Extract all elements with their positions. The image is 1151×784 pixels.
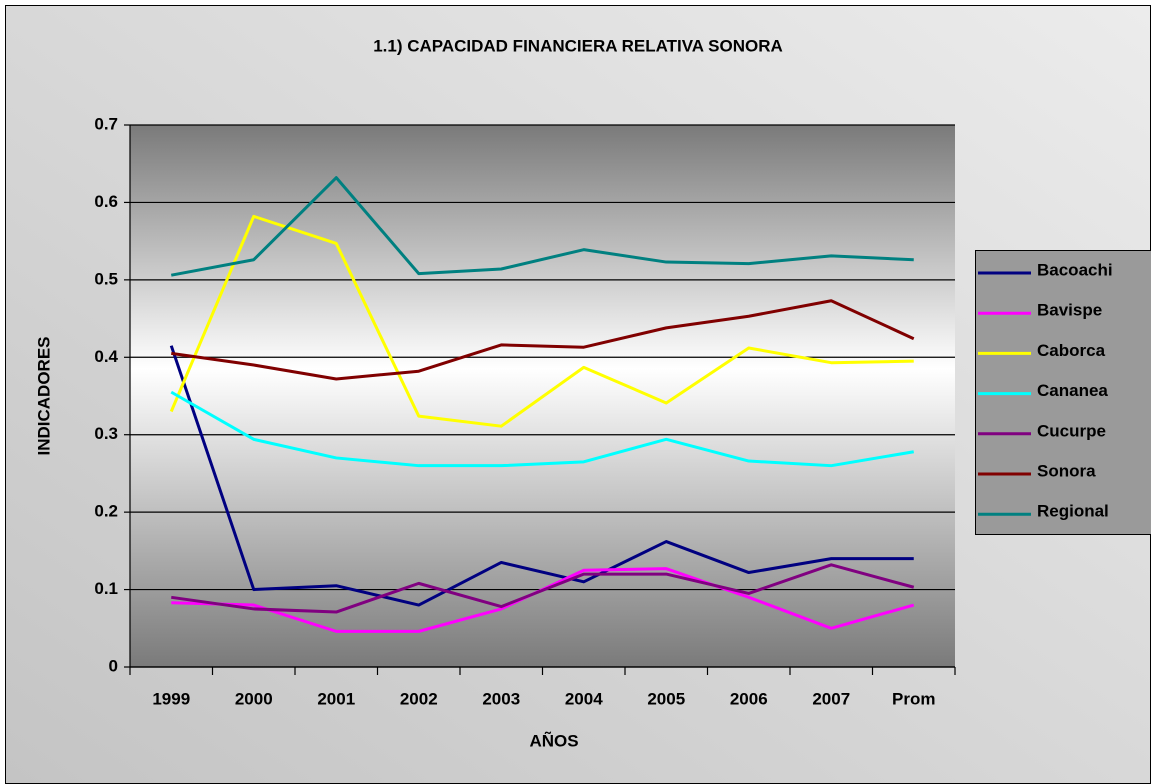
series-line (170, 176, 914, 277)
legend-label: Caborca (1037, 341, 1106, 360)
y-tick-label: 0.3 (94, 424, 118, 443)
series-line (170, 390, 914, 468)
y-axis-title: INDICADORES (34, 336, 53, 455)
chart-title: 1.1) CAPACIDAD FINANCIERA RELATIVA SONOR… (373, 36, 783, 55)
y-tick-label: 0.6 (94, 192, 118, 211)
series-line (171, 563, 915, 614)
y-tick-label: 0 (109, 656, 118, 675)
series-line (169, 214, 914, 428)
legend-label: Cucurpe (1037, 421, 1106, 440)
x-tick-label: 2002 (400, 689, 438, 708)
y-tick-label: 0.5 (94, 269, 118, 288)
y-tick-label: 0.2 (94, 502, 118, 521)
legend-label: Cananea (1037, 381, 1108, 400)
series-line (171, 299, 915, 381)
x-tick-label: 2005 (647, 689, 685, 708)
y-tick-label: 0.7 (94, 114, 118, 133)
series-line (169, 345, 914, 607)
x-tick-label: 2001 (317, 689, 355, 708)
legend-label: Bacoachi (1037, 260, 1113, 279)
legend-label: Regional (1037, 502, 1109, 521)
y-tick-label: 0.1 (94, 579, 118, 598)
x-tick-label: 1999 (152, 689, 190, 708)
x-tick-label: 2000 (235, 689, 273, 708)
x-tick-label: 2004 (565, 689, 603, 708)
x-axis-title: AÑOS (529, 730, 578, 750)
legend-label: Bavispe (1037, 301, 1102, 320)
x-tick-label: Prom (892, 689, 935, 708)
x-tick-label: 2006 (730, 689, 768, 708)
x-tick-label: 2003 (482, 689, 520, 708)
legend-label: Sonora (1037, 461, 1096, 480)
x-tick-label: 2007 (812, 689, 850, 708)
y-tick-label: 0.4 (94, 347, 118, 366)
